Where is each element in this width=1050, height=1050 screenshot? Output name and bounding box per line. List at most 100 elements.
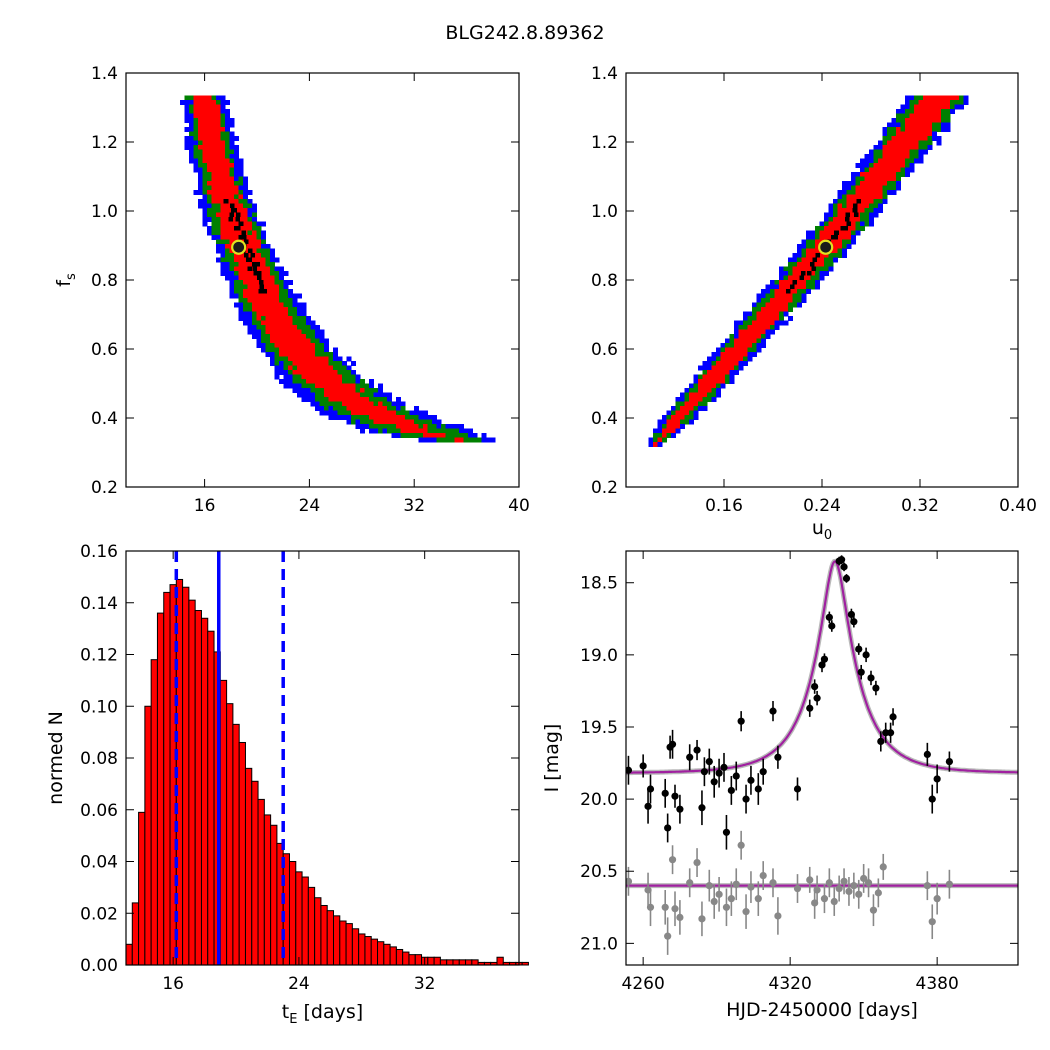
histogram-bar: [351, 928, 360, 966]
likelihood-cell: [477, 437, 482, 443]
likelihood-cell: [450, 424, 455, 429]
histogram-bar: [358, 933, 366, 966]
data-point: [774, 745, 782, 769]
likelihood-cell: [207, 167, 212, 173]
likelihood-cell: [770, 311, 775, 317]
data-marker: [722, 903, 731, 911]
likelihood-cell: [675, 415, 681, 420]
likelihood-cell: [342, 410, 347, 416]
likelihood-cell: [274, 370, 280, 375]
best-fit-cell: [845, 212, 850, 217]
likelihood-cell: [747, 356, 753, 362]
likelihood-cell: [247, 280, 253, 285]
likelihood-cell: [801, 248, 807, 254]
likelihood-cell: [229, 253, 235, 258]
likelihood-cell: [184, 127, 190, 132]
likelihood-cell: [882, 185, 888, 191]
likelihood-cell: [229, 172, 235, 177]
likelihood-cell: [279, 365, 284, 371]
likelihood-cell: [220, 257, 226, 263]
histogram-bar: [263, 814, 272, 966]
likelihood-cell: [689, 392, 694, 398]
likelihood-cell: [450, 433, 455, 438]
data-marker: [676, 913, 684, 921]
likelihood-cell: [761, 302, 766, 308]
baseline-data-point: [860, 864, 868, 893]
likelihood-cell: [288, 347, 293, 353]
likelihood-cell: [941, 95, 946, 101]
data-point: [700, 757, 709, 787]
likelihood-cell: [842, 221, 847, 227]
likelihood-cell: [297, 338, 302, 344]
likelihood-cell: [851, 221, 856, 227]
likelihood-cell: [369, 379, 374, 384]
likelihood-cell: [734, 352, 739, 357]
likelihood-cell: [220, 118, 226, 123]
best-fit-cell: [223, 199, 228, 204]
likelihood-cell: [238, 226, 244, 231]
likelihood-cell: [887, 181, 892, 186]
likelihood-cell: [675, 397, 681, 402]
likelihood-cell: [414, 424, 419, 429]
data-marker: [737, 841, 745, 849]
likelihood-cell: [315, 379, 320, 384]
likelihood-cell: [279, 347, 284, 353]
histogram-bar: [295, 871, 303, 966]
baseline-data-point: [850, 872, 858, 899]
likelihood-cell: [279, 284, 284, 290]
likelihood-cell: [198, 109, 203, 114]
likelihood-cell: [234, 181, 239, 186]
likelihood-cell: [225, 235, 230, 240]
likelihood-cell: [243, 203, 248, 209]
likelihood-cell: [220, 203, 226, 209]
likelihood-cell: [216, 217, 221, 222]
likelihood-cell: [815, 262, 820, 267]
likelihood-cell: [797, 244, 802, 249]
likelihood-cell: [819, 221, 825, 227]
likelihood-cell: [806, 275, 811, 281]
likelihood-cell: [292, 352, 298, 357]
likelihood-cell: [396, 397, 401, 402]
likelihood-cell: [292, 311, 298, 317]
likelihood-cell: [675, 428, 681, 434]
likelihood-cell: [423, 410, 428, 416]
data-point: [825, 611, 833, 624]
likelihood-cell: [202, 185, 208, 191]
likelihood-cell: [337, 383, 343, 389]
likelihood-cell: [869, 199, 874, 204]
likelihood-cell: [184, 140, 190, 146]
likelihood-cell: [373, 401, 379, 407]
likelihood-cell: [252, 302, 257, 308]
likelihood-cell: [220, 145, 226, 150]
likelihood-cell: [324, 338, 329, 344]
likelihood-cell: [918, 127, 924, 132]
likelihood-cell: [238, 311, 244, 317]
likelihood-cell: [909, 163, 915, 168]
x-tick-label: 32: [403, 496, 425, 516]
likelihood-cell: [216, 208, 221, 213]
likelihood-cell: [914, 118, 919, 123]
likelihood-cell: [234, 235, 239, 240]
likelihood-cell: [887, 176, 892, 182]
likelihood-cell: [770, 329, 775, 335]
likelihood-cell: [896, 185, 901, 191]
likelihood-cell: [405, 419, 410, 425]
likelihood-cell: [752, 302, 757, 308]
likelihood-cell: [761, 293, 766, 299]
likelihood-cell: [283, 298, 289, 303]
likelihood-cell: [252, 329, 257, 335]
likelihood-cell: [891, 136, 897, 141]
likelihood-cell: [891, 140, 897, 146]
likelihood-cell: [756, 316, 762, 321]
likelihood-cell: [346, 388, 352, 393]
likelihood-cell: [333, 397, 338, 402]
likelihood-cell: [211, 172, 217, 177]
likelihood-cell: [765, 329, 771, 335]
likelihood-cell: [707, 397, 712, 402]
likelihood-cell: [783, 311, 789, 317]
likelihood-cell: [211, 109, 217, 114]
likelihood-cell: [720, 347, 726, 353]
likelihood-cell: [274, 356, 280, 362]
baseline-data-point: [879, 853, 887, 880]
likelihood-cell: [351, 379, 356, 384]
